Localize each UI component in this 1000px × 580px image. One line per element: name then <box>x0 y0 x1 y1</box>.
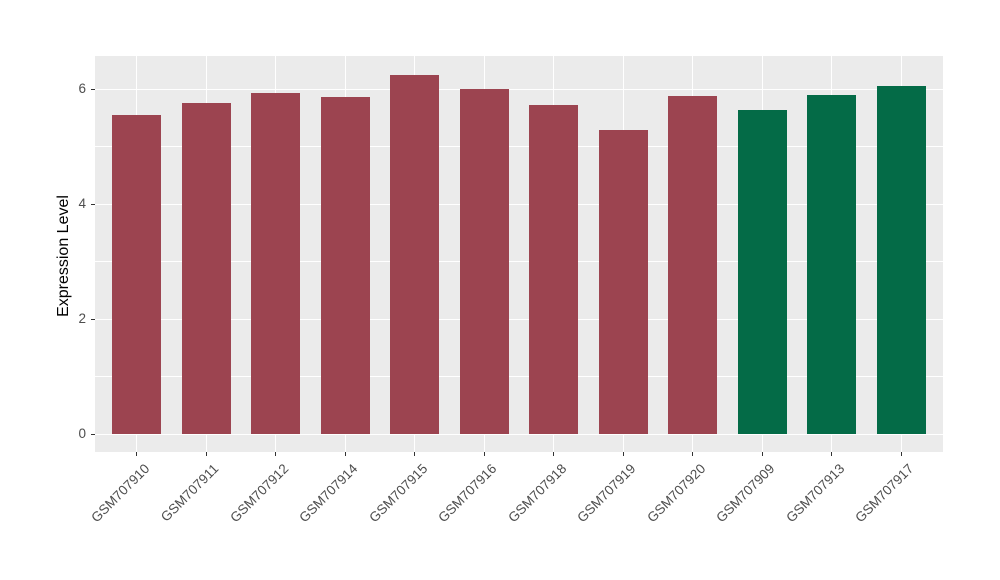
bar-GSM707911 <box>181 103 231 435</box>
x-tick-mark <box>205 452 207 456</box>
x-tick-label: GSM707910 <box>88 461 153 526</box>
bar-GSM707914 <box>320 96 370 435</box>
minor-gridline <box>95 376 943 378</box>
x-tick-label: GSM707919 <box>574 461 639 526</box>
major-gridline <box>95 88 943 90</box>
x-tick-mark <box>414 452 416 456</box>
y-axis-title: Expression Level <box>55 195 72 317</box>
x-tick-label: GSM707911 <box>158 461 222 525</box>
bar-GSM707915 <box>390 74 440 435</box>
x-tick-mark <box>692 452 694 456</box>
bar-GSM707917 <box>876 85 926 435</box>
minor-gridline <box>95 261 943 263</box>
minor-gridline <box>95 146 943 148</box>
x-tick-label: GSM707920 <box>644 461 709 526</box>
x-tick-mark <box>761 452 763 456</box>
y-tick-label: 6 <box>78 81 86 97</box>
x-tick-label: GSM707909 <box>713 461 778 526</box>
y-tick-mark <box>91 203 95 205</box>
y-tick-mark <box>91 433 95 435</box>
bar-GSM707919 <box>598 129 648 435</box>
x-tick-mark <box>553 452 555 456</box>
bar-GSM707912 <box>251 92 301 435</box>
x-tick-label: GSM707917 <box>852 461 917 526</box>
x-tick-mark <box>622 452 624 456</box>
major-gridline <box>95 203 943 205</box>
y-tick-label: 4 <box>78 196 86 212</box>
plot-panel <box>95 56 943 452</box>
x-tick-mark <box>483 452 485 456</box>
bar-GSM707920 <box>668 96 718 435</box>
x-tick-label: GSM707912 <box>227 461 292 526</box>
y-tick-mark <box>91 88 95 90</box>
major-gridline <box>95 433 943 435</box>
x-tick-mark <box>275 452 277 456</box>
x-tick-label: GSM707915 <box>366 461 431 526</box>
y-tick-label: 2 <box>78 311 86 327</box>
major-gridline <box>95 318 943 320</box>
bar-GSM707918 <box>529 104 579 435</box>
x-tick-label: GSM707914 <box>296 461 361 526</box>
x-tick-label: GSM707913 <box>783 461 848 526</box>
bar-GSM707916 <box>459 89 509 435</box>
x-tick-mark <box>831 452 833 456</box>
x-tick-mark <box>344 452 346 456</box>
x-tick-mark <box>900 452 902 456</box>
y-tick-mark <box>91 318 95 320</box>
x-tick-mark <box>136 452 138 456</box>
bar-GSM707913 <box>807 95 857 435</box>
x-tick-label: GSM707916 <box>435 461 500 526</box>
x-tick-label: GSM707918 <box>505 461 570 526</box>
bar-GSM707910 <box>112 115 162 435</box>
y-tick-label: 0 <box>78 426 86 442</box>
bar-GSM707909 <box>737 110 787 435</box>
